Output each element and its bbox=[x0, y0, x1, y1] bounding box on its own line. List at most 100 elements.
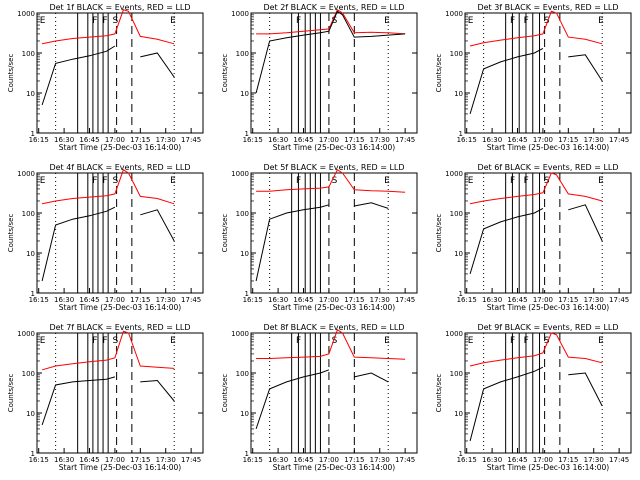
plot-frame bbox=[464, 172, 632, 294]
interval-marker-label: E bbox=[40, 16, 46, 26]
lld-series-line bbox=[256, 9, 406, 35]
x-tick-label: 17:45 bbox=[395, 296, 415, 304]
y-tick-label: 10 bbox=[26, 90, 35, 98]
y-tick-label: 10 bbox=[240, 250, 249, 258]
interval-marker-label: E bbox=[40, 336, 46, 346]
interval-marker-label: F bbox=[510, 16, 515, 26]
x-axis-label: Start Time (25-Dec-03 16:14:00) bbox=[273, 143, 395, 152]
x-tick-label: 16:45 bbox=[293, 296, 313, 304]
x-tick-label: 17:30 bbox=[370, 456, 390, 464]
y-axis-label: Counts/sec bbox=[435, 214, 443, 253]
x-tick-label: 17:00 bbox=[319, 456, 339, 464]
x-tick-label: 17:45 bbox=[181, 296, 201, 304]
y-tick-label: 1 bbox=[31, 290, 35, 298]
y-tick-label: 100 bbox=[236, 50, 249, 58]
y-tick-label: 10 bbox=[26, 250, 35, 258]
interval-marker-label: E bbox=[468, 176, 474, 186]
interval-marker-label: E bbox=[598, 176, 604, 186]
x-tick-label: 17:45 bbox=[395, 136, 415, 144]
interval-marker-label: E bbox=[468, 16, 474, 26]
lld-series-line bbox=[469, 332, 603, 367]
y-tick-label: 1 bbox=[31, 130, 35, 138]
lld-series-line bbox=[41, 330, 175, 371]
x-tick-label: 16:30 bbox=[268, 296, 288, 304]
x-tick-label: 17:00 bbox=[105, 136, 125, 144]
plot-frame bbox=[36, 12, 204, 134]
x-tick-label: 16:45 bbox=[293, 456, 313, 464]
detector-panel-2: Det 2f BLACK = Events, RED = LLD 1 10 100 10… bbox=[221, 3, 418, 152]
x-tick-label: 16:45 bbox=[79, 456, 99, 464]
plot-frame bbox=[36, 172, 204, 294]
x-tick-label: 17:30 bbox=[156, 296, 176, 304]
y-tick-label: 10 bbox=[454, 250, 463, 258]
interval-marker-label: E bbox=[170, 336, 176, 346]
lld-series-line bbox=[41, 9, 175, 45]
y-tick-label: 100 bbox=[22, 210, 35, 218]
events-series-line bbox=[41, 376, 175, 426]
interval-marker-label: E bbox=[170, 176, 176, 186]
interval-marker-label: S bbox=[332, 336, 338, 346]
lld-series-line bbox=[256, 329, 406, 360]
x-tick-label: 17:00 bbox=[319, 296, 339, 304]
plot-frame bbox=[36, 332, 204, 454]
x-tick-label: 16:15 bbox=[243, 136, 263, 144]
plot-frame bbox=[464, 332, 632, 454]
x-tick-label: 17:15 bbox=[344, 456, 364, 464]
detector-panel-1: Det 1f BLACK = Events, RED = LLD 1 10 100 10… bbox=[7, 3, 204, 152]
lld-series-line bbox=[469, 172, 603, 205]
x-tick-label: 16:45 bbox=[79, 296, 99, 304]
interval-marker-label: E bbox=[598, 336, 604, 346]
interval-marker-label: E bbox=[40, 176, 46, 186]
plot-frame bbox=[250, 12, 418, 134]
interval-marker-label: F bbox=[524, 16, 529, 26]
x-axis-label: Start Time (25-Dec-03 16:14:00) bbox=[273, 303, 395, 312]
y-axis-label: Counts/sec bbox=[221, 54, 229, 93]
x-tick-label: 16:15 bbox=[243, 456, 263, 464]
x-tick-label: 17:45 bbox=[609, 136, 629, 144]
interval-marker-label: S bbox=[113, 16, 119, 26]
y-tick-label: 1 bbox=[31, 450, 35, 458]
y-axis-label: Counts/sec bbox=[7, 54, 15, 93]
detector-panel-9: Det 9f BLACK = Events, RED = LLD 1 10 100 10… bbox=[435, 323, 632, 472]
events-series-line bbox=[255, 369, 389, 430]
y-axis-label: Counts/sec bbox=[221, 374, 229, 413]
x-tick-label: 17:00 bbox=[105, 296, 125, 304]
y-tick-label: 1 bbox=[459, 450, 463, 458]
detector-panel-8: Det 8f BLACK = Events, RED = LLD 1 10 100 10… bbox=[221, 323, 418, 472]
x-tick-label: 17:00 bbox=[533, 296, 553, 304]
x-tick-label: 17:15 bbox=[558, 456, 578, 464]
x-tick-label: 16:45 bbox=[507, 456, 527, 464]
interval-marker-label: S bbox=[544, 16, 550, 26]
x-tick-label: 17:30 bbox=[156, 456, 176, 464]
x-tick-label: 17:30 bbox=[370, 296, 390, 304]
plot-frame bbox=[250, 332, 418, 454]
x-tick-label: 17:15 bbox=[344, 136, 364, 144]
y-tick-label: 100 bbox=[236, 370, 249, 378]
x-tick-label: 16:30 bbox=[482, 296, 502, 304]
y-tick-label: 1000 bbox=[231, 10, 249, 18]
x-axis-label: Start Time (25-Dec-03 16:14:00) bbox=[487, 143, 609, 152]
lld-series-line bbox=[41, 169, 175, 205]
y-tick-label: 10 bbox=[240, 410, 249, 418]
x-tick-label: 17:45 bbox=[181, 136, 201, 144]
y-tick-label: 10 bbox=[26, 410, 35, 418]
interval-marker-label: S bbox=[113, 176, 119, 186]
y-axis-label: Counts/sec bbox=[7, 374, 15, 413]
y-tick-label: 100 bbox=[450, 50, 463, 58]
x-tick-label: 17:00 bbox=[319, 136, 339, 144]
chart-title: Det 8f BLACK = Events, RED = LLD bbox=[263, 323, 404, 332]
y-tick-label: 1 bbox=[459, 290, 463, 298]
y-tick-label: 1000 bbox=[17, 330, 35, 338]
interval-marker-label: F bbox=[296, 336, 301, 346]
y-tick-label: 1000 bbox=[231, 330, 249, 338]
detector-panel-3: Det 3f BLACK = Events, RED = LLD 1 10 100 10… bbox=[435, 3, 632, 152]
interval-marker-label: F bbox=[92, 16, 97, 26]
x-tick-label: 17:15 bbox=[558, 296, 578, 304]
x-tick-label: 17:15 bbox=[130, 296, 150, 304]
events-series-line bbox=[469, 204, 603, 275]
detector-panel-4: Det 4f BLACK = Events, RED = LLD 1 10 100 10… bbox=[7, 163, 204, 312]
interval-marker-label: S bbox=[332, 176, 338, 186]
x-axis-label: Start Time (25-Dec-03 16:14:00) bbox=[59, 463, 181, 472]
interval-marker-label: E bbox=[384, 176, 390, 186]
